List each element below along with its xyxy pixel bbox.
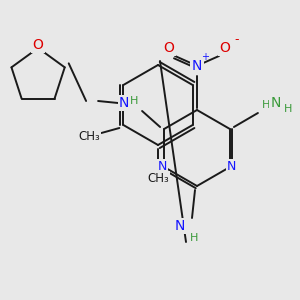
Text: +: + xyxy=(201,52,209,62)
Text: H: H xyxy=(284,104,292,114)
Text: CH₃: CH₃ xyxy=(147,172,169,185)
Text: N: N xyxy=(175,219,185,233)
Text: N: N xyxy=(119,96,129,110)
Text: H: H xyxy=(130,96,138,106)
Text: N: N xyxy=(158,160,167,173)
Text: N: N xyxy=(227,160,237,173)
Text: O: O xyxy=(33,38,44,52)
Text: H: H xyxy=(190,233,198,243)
Text: H: H xyxy=(262,100,270,110)
Text: CH₃: CH₃ xyxy=(79,130,100,143)
Text: N: N xyxy=(271,96,281,110)
Text: N: N xyxy=(192,59,202,73)
Text: O: O xyxy=(220,41,230,55)
Text: O: O xyxy=(164,41,174,55)
Text: -: - xyxy=(235,34,239,46)
